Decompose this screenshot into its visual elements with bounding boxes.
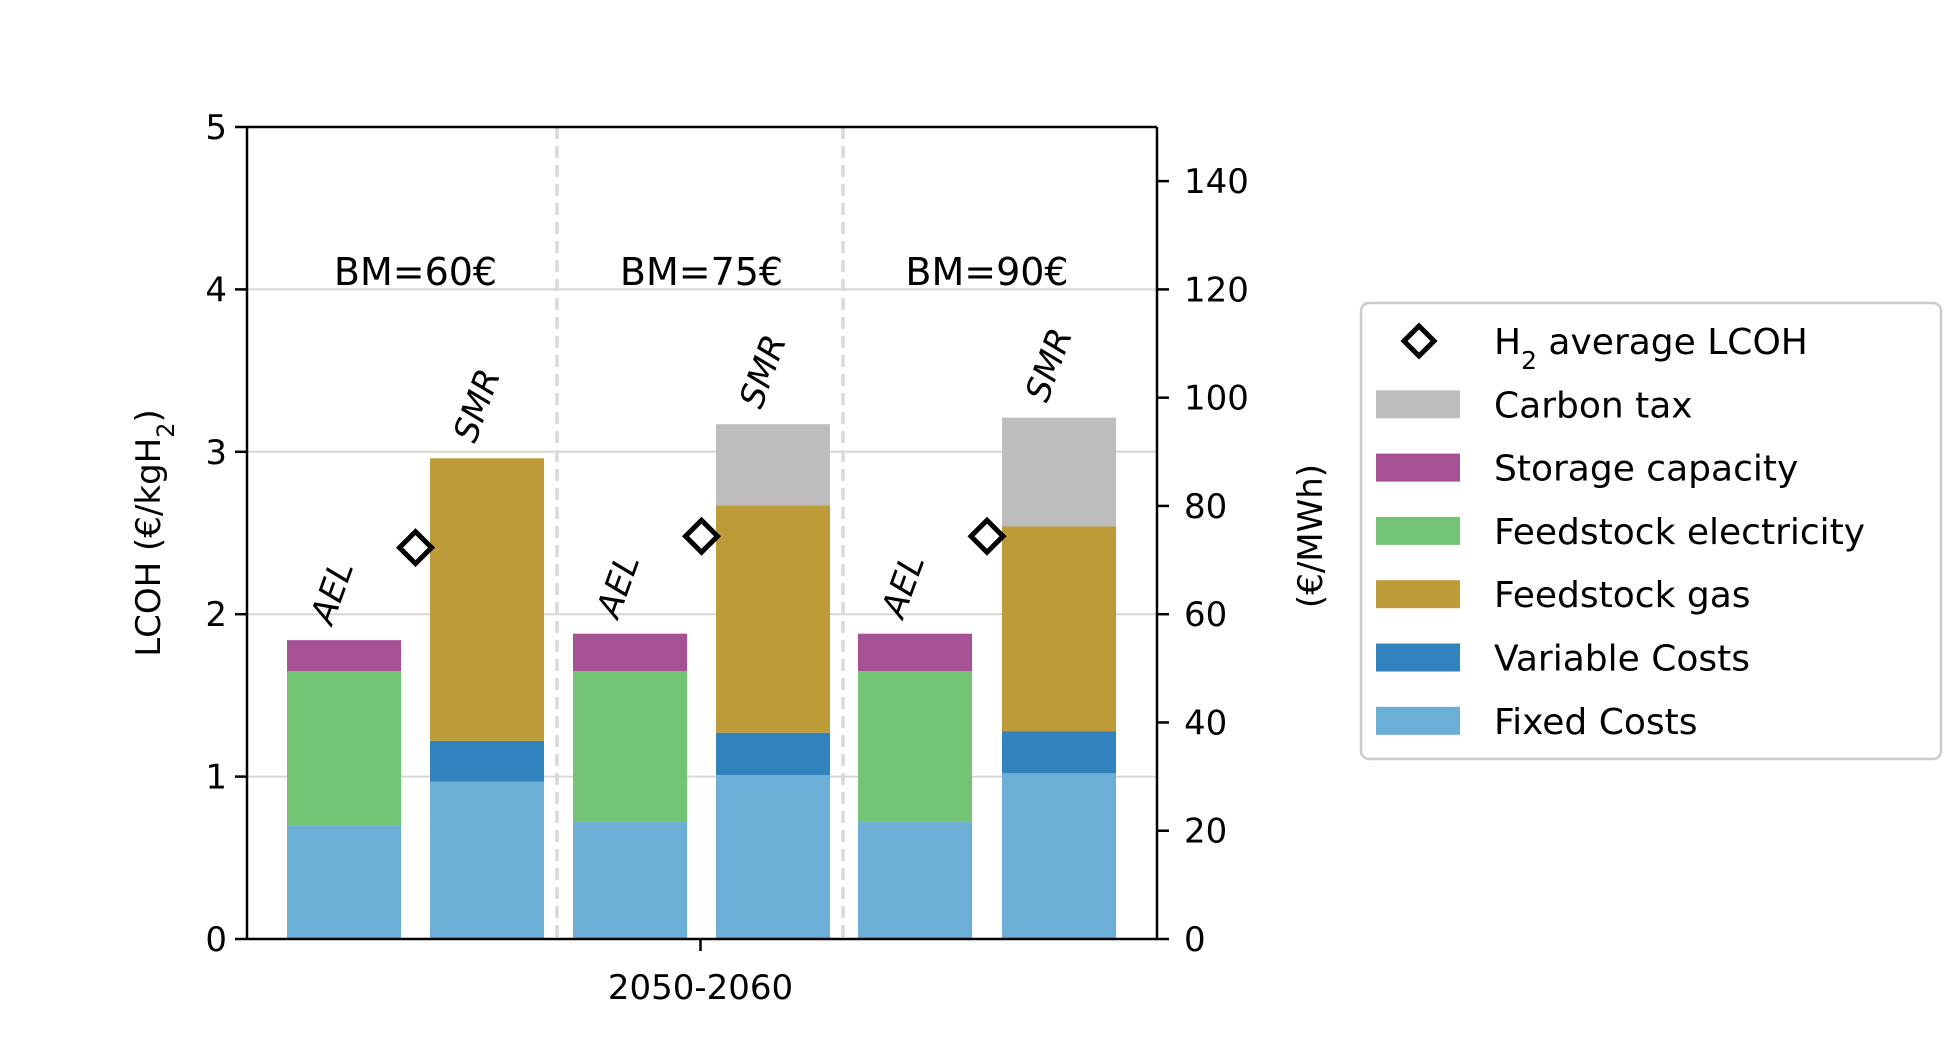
y-axis-title: LCOH (€/kgH2) [129,409,180,657]
bar-segment-fixed-costs [716,774,830,939]
bar-segment-feedstock-gas [716,505,830,733]
average-lcoh-marker [967,516,1007,556]
legend-label: H2 average LCOH [1494,322,1808,375]
y-right-tick-label: 80 [1184,487,1227,527]
legend: H2 average LCOH Carbon tax Storage capacit… [1359,301,1943,761]
bar-segment-storage-capacity [573,633,687,672]
group-separators [555,127,845,939]
bar-segment-fixed-costs [1002,773,1116,939]
legend-label: Feedstock electricity [1494,512,1865,553]
y-tick-label: 4 [205,270,227,310]
bar-segment-fixed-costs [430,781,544,939]
y-right-tick-label: 140 [1184,162,1249,202]
bar-segment-feedstock-electricity [287,671,401,826]
legend-swatch-feedstock-gas [1376,580,1460,609]
bar-segment-feedstock-electricity [858,671,972,823]
legend-label: Feedstock gas [1494,575,1751,616]
legend-label: Variable Costs [1494,639,1750,680]
legend-label: Carbon tax [1494,385,1693,426]
y-right-tick-label: 20 [1184,812,1227,852]
legend-marker-diamond [1400,322,1438,360]
bar-segment-feedstock-electricity [573,671,687,823]
bar-segment-carbon-tax [716,424,830,506]
group-label: BM=90€ [905,250,1068,294]
legend-label: Fixed Costs [1494,702,1698,743]
bar-label-smr: SMR [732,330,795,414]
bar-segment-storage-capacity [858,633,972,672]
average-lcoh-marker [681,516,722,556]
legend-box [1359,301,1943,761]
y-right-tick-label: 0 [1184,920,1206,960]
bar-segment-variable-costs [716,732,830,775]
axes [235,125,1169,951]
bar-segment-carbon-tax [1002,417,1116,527]
legend-swatch-carbon-tax [1376,390,1460,419]
y-tick-label: 2 [205,595,227,635]
y-tick-label: 0 [205,920,227,960]
bar-segment-fixed-costs [573,822,687,939]
y-right-tick-label: 120 [1184,270,1249,310]
y-right-tick-label: 60 [1184,595,1227,635]
y-right-tick-label: 40 [1184,703,1227,743]
bar-label-smr: SMR [1018,323,1081,407]
legend-swatch-fixed-costs [1376,706,1460,735]
bar-segment-variable-costs [1002,731,1116,774]
legend-swatch-variable-costs [1376,643,1460,672]
legend-swatch-storage-capacity [1376,453,1460,482]
y-right-axis-title: (€/MWh) [1291,464,1331,608]
x-axis-label: 2050-2060 [608,968,793,1008]
y-tick-label: 3 [205,433,227,473]
bar-segment-fixed-costs [858,822,972,939]
average-markers [395,516,1007,568]
legend-label: Storage capacity [1494,449,1798,490]
group-label: BM=75€ [620,250,783,294]
bar-segment-variable-costs [430,740,544,782]
bar-label-ael: AEL [302,556,362,631]
bars [287,417,1116,939]
bar-label-smr: SMR [446,364,509,448]
average-lcoh-marker [395,528,436,568]
bar-segment-fixed-costs [287,825,401,939]
y-tick-label: 5 [205,108,227,148]
y-right-tick-label: 100 [1184,379,1249,419]
y-tick-label: 1 [205,758,227,798]
bar-segment-feedstock-gas [1002,526,1116,732]
legend-swatch-feedstock-electricity [1376,516,1460,545]
bar-segment-storage-capacity [287,640,401,672]
group-label: BM=60€ [334,250,497,294]
bar-segment-feedstock-gas [430,458,544,741]
